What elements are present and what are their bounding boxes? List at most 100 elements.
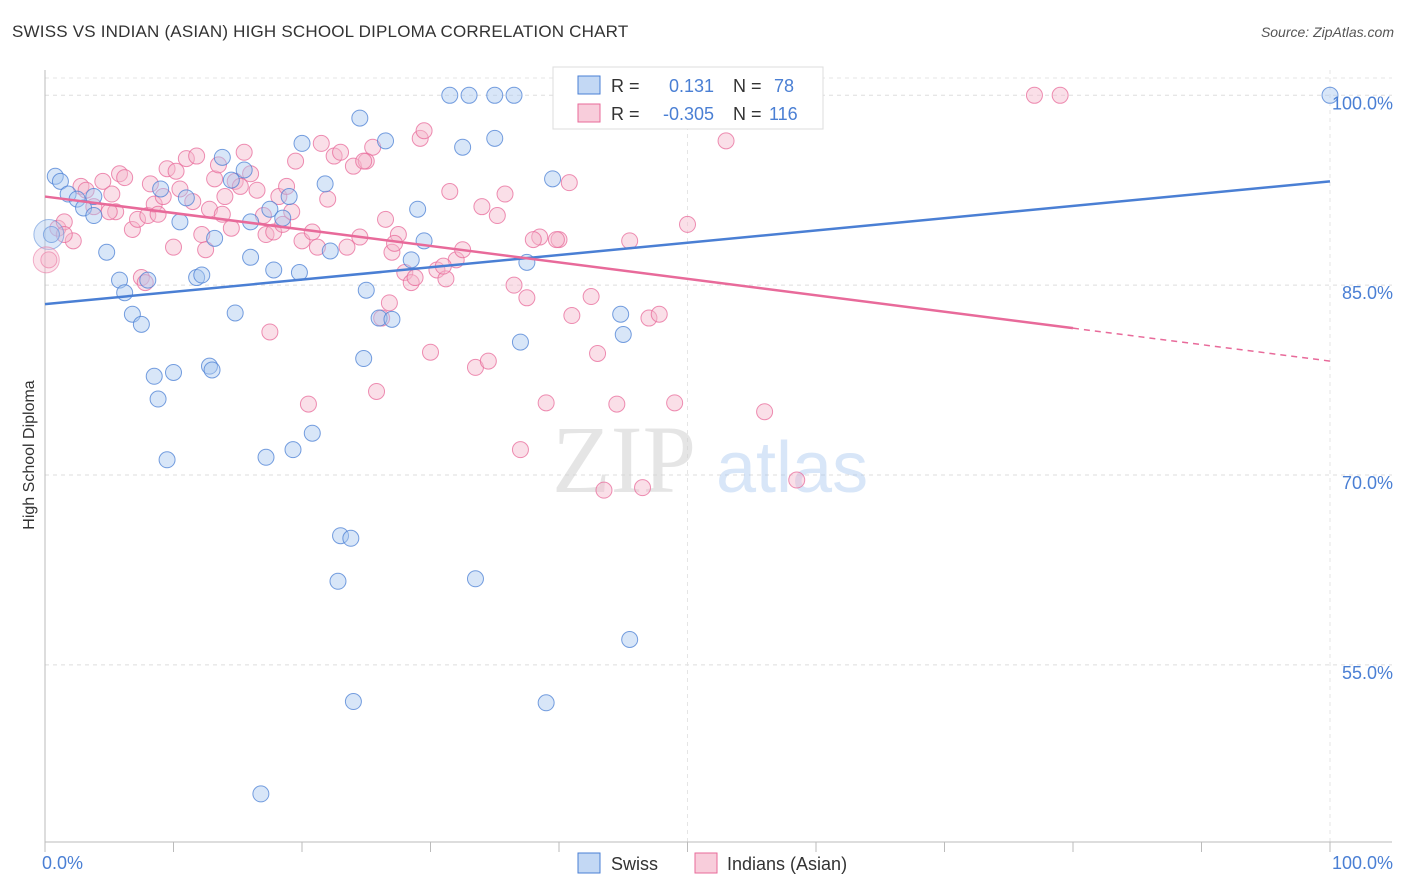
legend-r-label-2: R = (611, 104, 640, 124)
swiss-point (46, 167, 64, 185)
swiss-point (377, 132, 395, 150)
series-legend: Swiss Indians (Asian) (577, 852, 847, 874)
legend-n-label-1: N = (733, 76, 762, 96)
indian-point (1051, 86, 1069, 104)
swiss-cluster-point (33, 219, 65, 251)
indian-trend-line (44, 195, 1074, 330)
swiss-point (332, 527, 350, 545)
indian-point (582, 288, 600, 306)
indian-point (197, 241, 215, 259)
indian-point (422, 343, 439, 361)
swiss-point (293, 134, 311, 152)
swiss-point (206, 229, 224, 247)
indian-point (1025, 86, 1043, 104)
indian-point (107, 203, 125, 221)
swiss-point (344, 693, 362, 711)
x-tick-labels: 0.0% 100.0% (42, 853, 1393, 873)
chart-title: SWISS VS INDIAN (ASIAN) HIGH SCHOOL DIPL… (12, 22, 629, 41)
indian-point (640, 309, 658, 327)
swiss-point (1321, 86, 1339, 104)
indian-point (788, 471, 806, 489)
indian-point (338, 238, 356, 256)
y-tick-label: 100.0% (1332, 93, 1393, 113)
indian-point (411, 129, 429, 147)
indian-point (49, 219, 67, 237)
series-legend-swiss-swatch (577, 852, 601, 874)
swiss-point (303, 424, 321, 442)
swiss-point (116, 284, 134, 302)
swiss-point (511, 333, 529, 351)
indian-point (149, 205, 167, 223)
swiss-point (321, 242, 339, 260)
swiss-point (355, 350, 373, 368)
indian-point (505, 276, 523, 294)
indian-point (103, 185, 121, 203)
swiss-point (165, 363, 182, 381)
swiss-point (454, 138, 472, 156)
swiss-point (505, 86, 523, 104)
indian-point (299, 395, 317, 413)
swiss-point (213, 148, 231, 166)
indian-point (312, 134, 330, 152)
indian-point (473, 198, 491, 216)
swiss-point (402, 251, 420, 269)
indian-point (511, 441, 529, 459)
legend-n-value-1: 78 (774, 76, 794, 96)
indian-point (209, 156, 227, 174)
swiss-point (111, 271, 129, 289)
indian-point (355, 152, 373, 170)
indian-point (177, 150, 195, 168)
indian-point (248, 181, 266, 199)
indian-point (524, 231, 542, 249)
swiss-point (85, 188, 103, 206)
indian-point (756, 403, 774, 421)
swiss-trend-line (44, 180, 1331, 306)
swiss-point (257, 448, 275, 466)
indian-point (406, 269, 424, 287)
indian-point (386, 234, 404, 252)
y-tick-label: 70.0% (1342, 473, 1393, 493)
legend-r-label-1: R = (611, 76, 640, 96)
swiss-point (280, 188, 298, 206)
indian-point (547, 231, 565, 249)
indian-point (129, 210, 147, 228)
swiss-point (132, 315, 150, 333)
indian-point (621, 232, 639, 250)
swiss-point (357, 281, 375, 299)
indian-point (40, 251, 58, 269)
swiss-point (342, 529, 360, 547)
swiss-point (370, 309, 388, 327)
swiss-point (316, 175, 334, 193)
indian-point (437, 270, 455, 288)
swiss-point (203, 361, 221, 379)
legend-swatch-swiss (577, 75, 601, 95)
indian-point (441, 182, 459, 200)
indian-point (717, 132, 735, 150)
swiss-point (193, 266, 211, 284)
indian-cluster-point (32, 246, 60, 274)
indian-point (518, 289, 536, 307)
indian-point (261, 323, 279, 341)
swiss-point (145, 367, 163, 385)
grid-lines (45, 70, 1392, 842)
indian-point (589, 344, 607, 362)
indian-point (235, 143, 253, 161)
watermark-atlas: atlas (716, 428, 868, 508)
swiss-point (152, 180, 170, 198)
trend-lines (44, 180, 1331, 362)
indian-point (123, 220, 141, 238)
indian-point (116, 169, 134, 187)
swiss-point (222, 171, 240, 189)
chart-source: Source: ZipAtlas.com (1260, 24, 1394, 40)
indian-point (287, 152, 305, 170)
swiss-point (409, 200, 427, 218)
swiss-point (226, 304, 244, 322)
indian-point (332, 143, 350, 161)
indian-point (595, 481, 613, 499)
indian-point (608, 395, 626, 413)
swiss-point (158, 451, 176, 469)
data-points (32, 86, 1339, 803)
swiss-point (284, 441, 302, 459)
indian-point (563, 307, 581, 325)
y-tick-label: 55.0% (1342, 663, 1393, 683)
